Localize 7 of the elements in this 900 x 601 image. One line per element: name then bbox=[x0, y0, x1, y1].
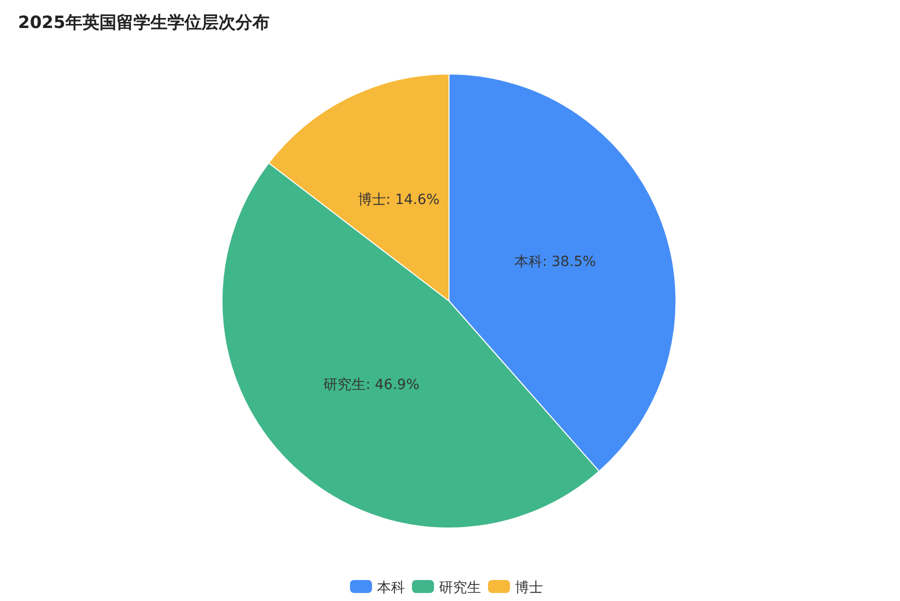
chart-title: 2025年英国留学生学位层次分布 bbox=[18, 13, 270, 33]
legend-label: 博士 bbox=[515, 580, 543, 596]
legend-label: 本科 bbox=[377, 580, 405, 596]
legend-label: 研究生 bbox=[439, 580, 481, 596]
data-label: 本科: 38.5% bbox=[514, 254, 596, 270]
data-label: 研究生: 46.9% bbox=[324, 376, 420, 393]
data-label: 博士: 14.6% bbox=[358, 192, 440, 208]
